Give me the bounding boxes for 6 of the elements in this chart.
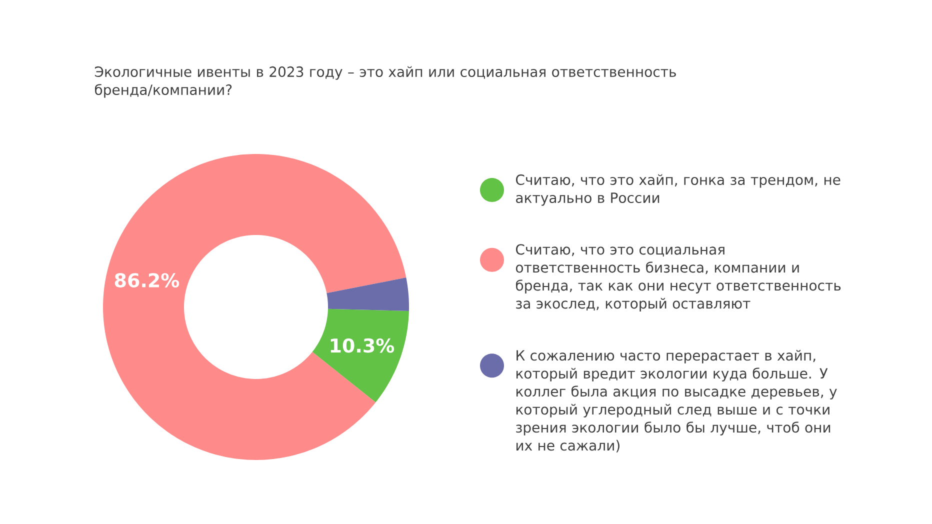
chart-title: Экологичные ивенты в 2023 году – это хайп или социальная ответственность бренда/компании? bbox=[94, 66, 676, 98]
data-label: 10.3% bbox=[330, 338, 394, 353]
legend-label: Считаю, что это социальная ответственность бизнеса, компании и бренда, так как они несут ответственность за экослед, который оставляют bbox=[516, 244, 841, 312]
data-label: 86.2% bbox=[114, 273, 180, 288]
legend-label: К сожалению часто перерастает в хайп, который вредит экологии куда больше. У коллег была акция по высадке деревьев, у который углеродный след выше и с точки зрения экологии было бы лучше, чтоб они их не сажали) bbox=[516, 350, 837, 452]
legend-label: Считаю, что это хайп, гонка за трендом, не актуально в России bbox=[516, 174, 840, 206]
